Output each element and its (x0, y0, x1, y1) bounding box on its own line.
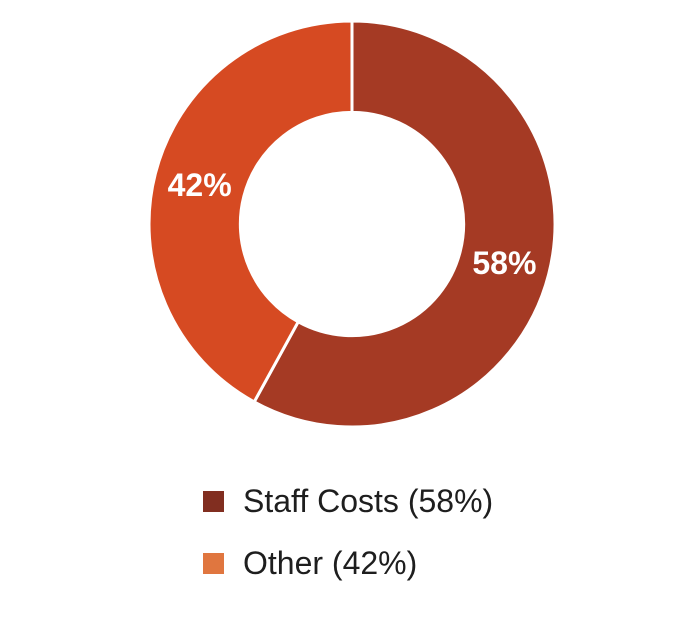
legend-swatch-staff-costs (203, 490, 224, 512)
legend-label-staff-costs: Staff Costs (58%) (243, 483, 494, 519)
slice-label-other: 42% (168, 167, 232, 203)
legend-swatch-other (203, 552, 224, 574)
donut-slice-staff-costs (252, 19, 557, 429)
donut-slice-other (147, 19, 354, 404)
donut-chart: 58% 42% (147, 19, 557, 429)
legend-item-staff-costs: Staff Costs (58%) (203, 483, 493, 519)
chart-legend: Staff Costs (58%) Other (42%) (203, 483, 493, 607)
legend-label-other: Other (42%) (243, 545, 418, 581)
slice-label-staff-costs: 58% (472, 245, 536, 281)
legend-item-other: Other (42%) (203, 545, 493, 581)
